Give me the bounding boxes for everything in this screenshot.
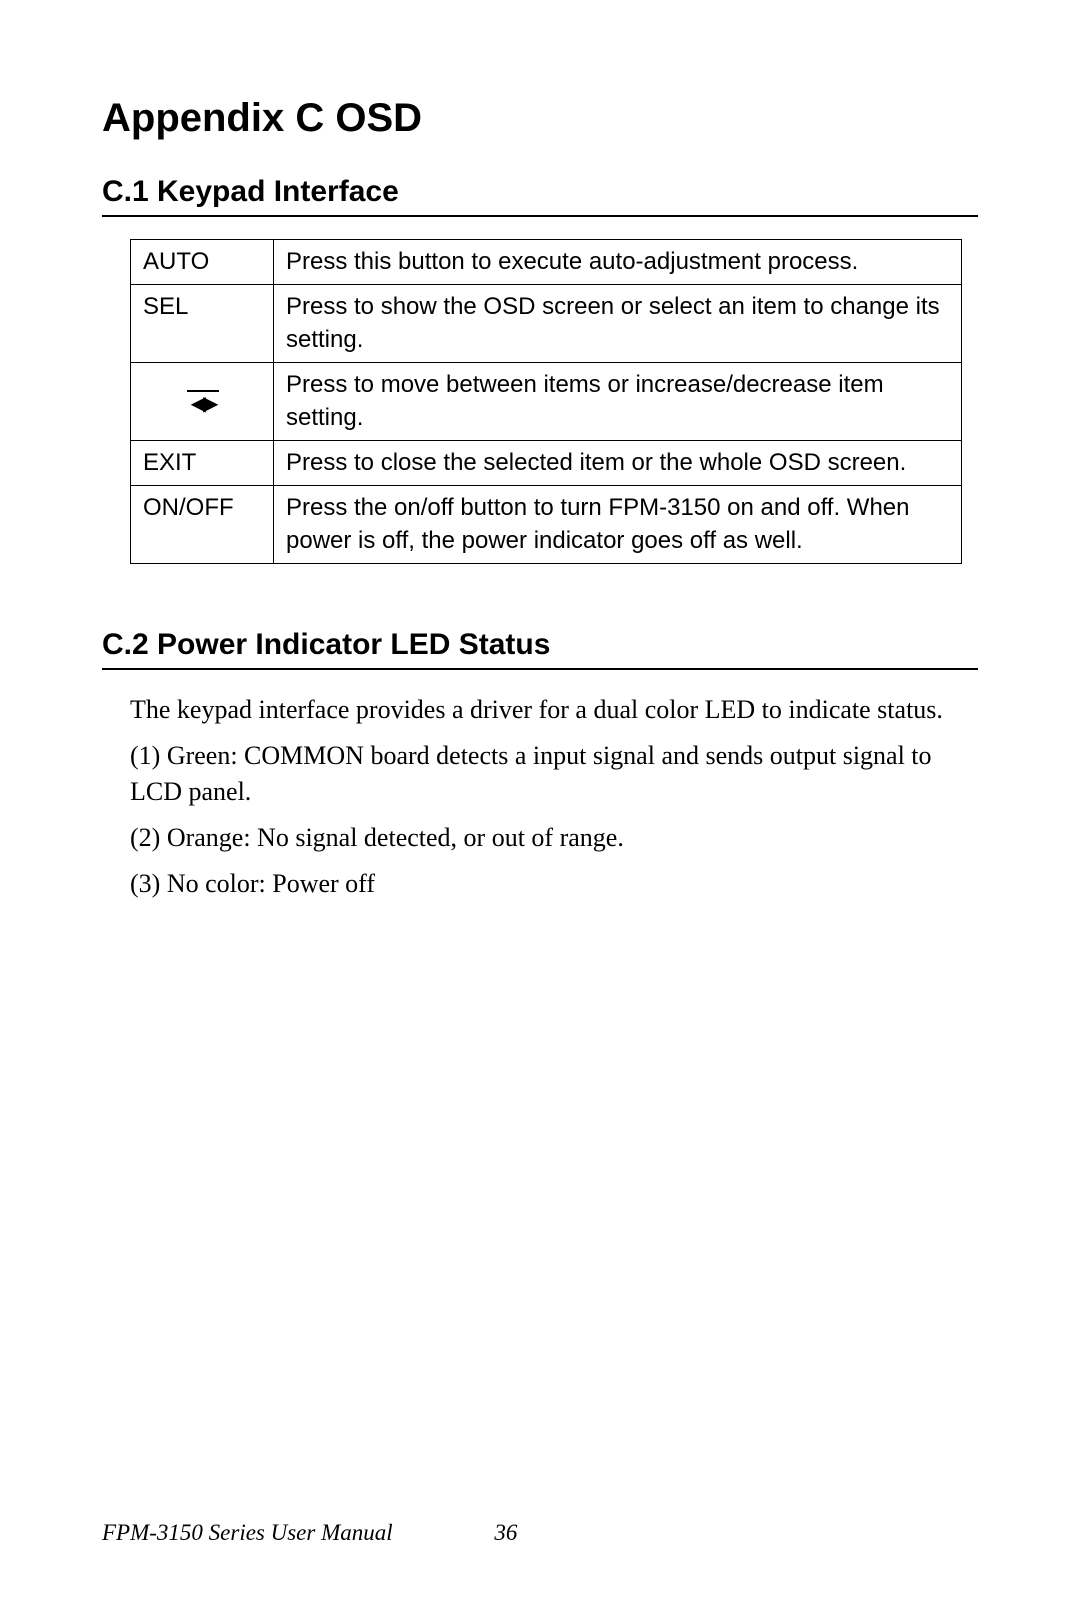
desc-cell: Press this button to execute auto-adjust… bbox=[274, 240, 962, 285]
table-row: AUTO Press this button to execute auto-a… bbox=[131, 240, 962, 285]
keypad-table: AUTO Press this button to execute auto-a… bbox=[130, 239, 962, 564]
table-row: ◀▶ Press to move between items or increa… bbox=[131, 363, 962, 441]
footer-title: FPM-3150 Series User Manual bbox=[102, 1520, 393, 1545]
page-footer: FPM-3150 Series User Manual 36 bbox=[102, 1520, 517, 1546]
desc-cell: Press to close the selected item or the … bbox=[274, 440, 962, 485]
key-cell: AUTO bbox=[131, 240, 274, 285]
desc-cell: Press to show the OSD screen or select a… bbox=[274, 285, 962, 363]
table-row: EXIT Press to close the selected item or… bbox=[131, 440, 962, 485]
key-cell: EXIT bbox=[131, 440, 274, 485]
key-cell: ON/OFF bbox=[131, 486, 274, 564]
key-cell: SEL bbox=[131, 285, 274, 363]
left-right-arrows-icon: ◀▶ bbox=[187, 390, 220, 414]
desc-cell: Press to move between items or increase/… bbox=[274, 363, 962, 441]
document-page: Appendix C OSD C.1 Keypad Interface AUTO… bbox=[0, 0, 1080, 1618]
appendix-title: Appendix C OSD bbox=[102, 96, 978, 141]
section-gap bbox=[102, 564, 978, 628]
desc-cell: Press the on/off button to turn FPM-3150… bbox=[274, 486, 962, 564]
paragraph: The keypad interface provides a driver f… bbox=[130, 692, 978, 728]
table-row: SEL Press to show the OSD screen or sele… bbox=[131, 285, 962, 363]
section-rule bbox=[102, 215, 978, 217]
table-row: ON/OFF Press the on/off button to turn F… bbox=[131, 486, 962, 564]
footer-page-number: 36 bbox=[494, 1520, 517, 1546]
section-heading-c1: C.1 Keypad Interface bbox=[102, 175, 978, 209]
paragraph: (1) Green: COMMON board detects a input … bbox=[130, 738, 978, 810]
section-heading-c2: C.2 Power Indicator LED Status bbox=[102, 628, 978, 662]
section-c2-body: The keypad interface provides a driver f… bbox=[130, 692, 978, 901]
key-cell-arrows: ◀▶ bbox=[131, 363, 274, 441]
paragraph: (2) Orange: No signal detected, or out o… bbox=[130, 820, 978, 856]
paragraph: (3) No color: Power off bbox=[130, 866, 978, 902]
section-rule bbox=[102, 668, 978, 670]
